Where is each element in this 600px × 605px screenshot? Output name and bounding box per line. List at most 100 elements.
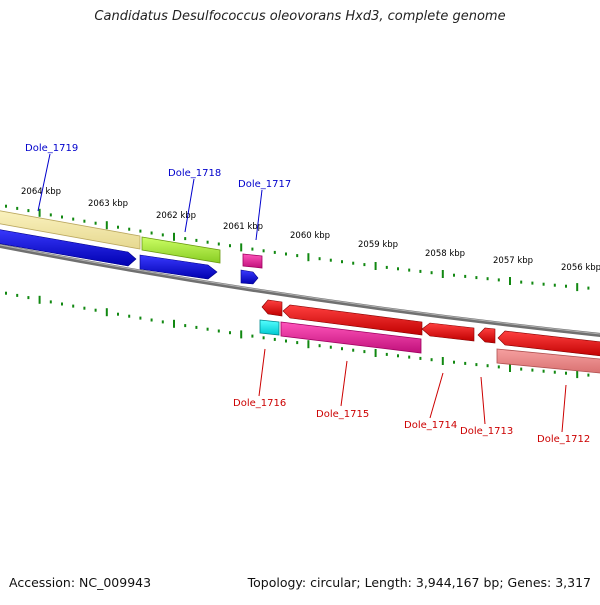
outer-scale-tick — [296, 254, 299, 258]
outer-scale-tick — [16, 206, 19, 210]
outer-scale-tick — [352, 261, 355, 265]
outer-scale-tick — [497, 278, 500, 282]
inner-scale-tick — [251, 334, 254, 338]
scale-label-2060: 2060 kbp — [290, 231, 330, 241]
gene-1712-cds-arrow[interactable] — [497, 330, 600, 357]
gene-1719-cds-arrow[interactable] — [0, 228, 137, 267]
outer-scale-tick — [475, 276, 478, 280]
inner-scale-tick — [16, 293, 19, 297]
inner-scale-tick — [184, 324, 187, 328]
gene-1718-cds-arrow[interactable] — [139, 254, 218, 280]
inner-scale-tick — [385, 352, 388, 356]
inner-scale-tick — [262, 336, 265, 340]
gene-label-1714[interactable]: Dole_1714 — [404, 420, 457, 431]
inner-scale-tick — [307, 340, 310, 349]
inner-scale-tick — [475, 363, 478, 367]
outer-scale-tick — [408, 268, 411, 272]
gene-1713-cds-arrow[interactable] — [477, 327, 496, 344]
outer-scale-tick — [150, 231, 153, 235]
scale-label-2063: 2063 kbp — [88, 199, 128, 209]
inner-scale-tick — [5, 291, 7, 295]
scale-label-2062: 2062 kbp — [156, 211, 196, 221]
gene-label-1712[interactable]: Dole_1712 — [537, 434, 590, 445]
genome-summary-text: Topology: circular; Length: 3,944,167 bp… — [247, 575, 591, 590]
inner-scale-tick — [318, 344, 321, 348]
gene-1719-category-band[interactable] — [0, 209, 141, 250]
gene-label-1716[interactable]: Dole_1716 — [233, 398, 286, 409]
outer-scale-tick — [94, 221, 97, 225]
map-title: Candidatus Desulfococcus oleovorans Hxd3… — [94, 9, 506, 24]
inner-scale-tick — [296, 341, 299, 345]
inner-scale-tick — [49, 300, 52, 304]
gene-1717-category-band[interactable] — [242, 253, 263, 269]
scale-label-2061: 2061 kbp — [223, 222, 263, 232]
gene-1712-leader — [561, 384, 567, 433]
inner-scale-tick — [206, 327, 209, 331]
inner-scale-tick — [453, 360, 455, 364]
inner-scale-tick — [486, 364, 489, 368]
inner-scale-tick — [509, 364, 511, 372]
outer-scale-tick — [486, 277, 489, 281]
gene-1719-leader — [37, 153, 51, 212]
gene-1718-category-band[interactable] — [141, 236, 221, 264]
outer-scale-tick — [374, 262, 377, 270]
inner-scale-tick — [430, 358, 433, 362]
gene-1716-category-band[interactable] — [259, 319, 280, 336]
gene-1715-category-band[interactable] — [280, 321, 422, 354]
outer-scale-tick — [430, 271, 433, 275]
gene-label-1719[interactable]: Dole_1719 — [25, 143, 78, 154]
inner-scale-tick — [128, 314, 131, 318]
gene-1714-cds-arrow[interactable] — [421, 322, 475, 342]
gene-1715-cds-arrow[interactable] — [282, 304, 423, 336]
inner-scale-tick — [273, 337, 276, 341]
gene-label-1713[interactable]: Dole_1713 — [460, 426, 513, 437]
inner-scale-tick — [374, 349, 377, 357]
gene-label-1717[interactable]: Dole_1717 — [238, 179, 291, 190]
outer-scale-tick — [5, 204, 7, 208]
gene-label-1715[interactable]: Dole_1715 — [316, 409, 369, 420]
outer-scale-tick — [27, 209, 30, 213]
inner-scale-tick — [173, 319, 175, 328]
gene-1715-leader — [340, 360, 348, 407]
inner-scale-tick — [83, 306, 86, 310]
gene-1717-cds-arrow[interactable] — [240, 269, 259, 285]
outer-scale-tick — [520, 280, 523, 284]
outer-scale-tick — [553, 283, 556, 287]
inner-scale-tick — [161, 320, 164, 324]
outer-scale-tick — [206, 240, 209, 244]
inner-scale-tick — [240, 330, 243, 339]
outer-scale-tick — [363, 263, 366, 267]
outer-scale-tick — [441, 270, 444, 278]
gene-label-1718[interactable]: Dole_1718 — [168, 168, 221, 179]
scale-label-2056: 2056 kbp — [561, 263, 600, 273]
outer-scale-tick — [531, 281, 534, 285]
outer-scale-ticks — [5, 204, 590, 292]
outer-scale-tick — [341, 260, 343, 264]
outer-scale-tick — [329, 258, 332, 262]
outer-scale-tick — [195, 238, 198, 242]
outer-scale-tick — [385, 265, 388, 269]
inner-scale-tick — [520, 367, 523, 371]
inner-scale-tick — [397, 354, 399, 358]
inner-scale-tick — [217, 329, 220, 333]
outer-scale-tick — [419, 269, 422, 273]
outer-scale-tick — [576, 283, 579, 292]
inner-scale-tick — [363, 350, 366, 354]
inner-scale-tick — [419, 356, 422, 360]
gene-1712-category-band[interactable] — [496, 348, 600, 374]
inner-scale-tick — [576, 370, 579, 379]
accession-text: Accession: NC_009943 — [9, 575, 152, 590]
outer-scale-tick — [184, 237, 187, 241]
scale-label-2058: 2058 kbp — [425, 249, 465, 259]
gene-1716-cds-arrow[interactable] — [261, 299, 283, 317]
inner-scale-tick — [408, 355, 411, 359]
outer-scale-tick — [139, 229, 142, 233]
inner-scale-tick — [329, 345, 332, 349]
outer-scale-tick — [464, 274, 467, 278]
genome-backbone-highlight — [0, 244, 600, 335]
inner-scale-tick — [587, 373, 590, 377]
outer-scale-tick — [307, 253, 310, 262]
inner-scale-tick — [105, 308, 108, 317]
outer-scale-tick — [240, 243, 243, 252]
